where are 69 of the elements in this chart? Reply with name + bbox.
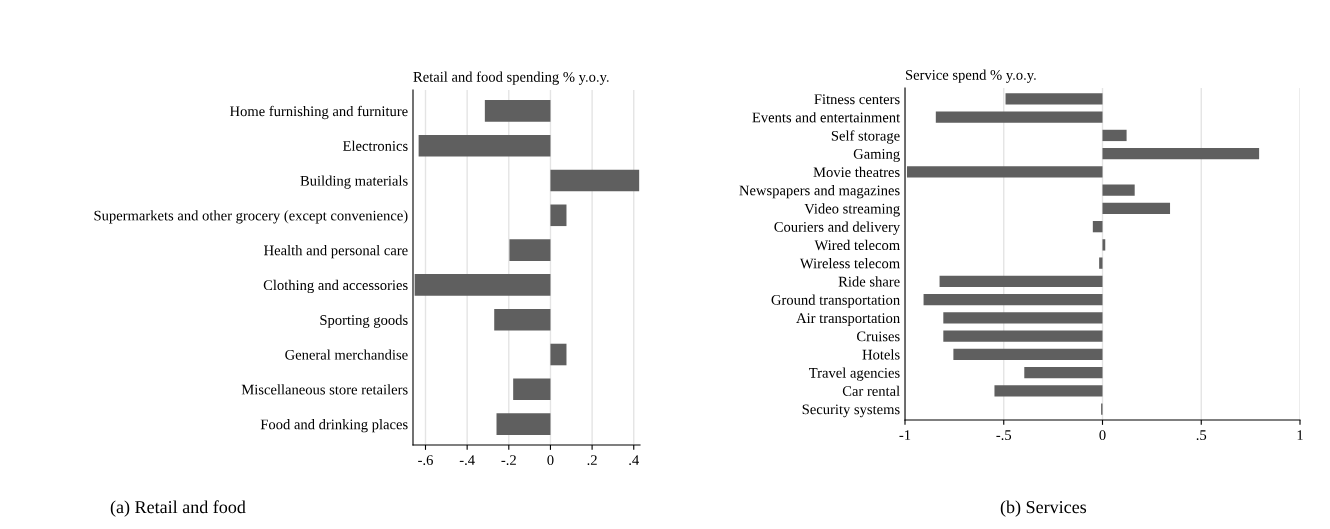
bar xyxy=(513,378,551,401)
bar xyxy=(550,169,640,192)
y-tick-label: Fitness centers xyxy=(814,94,900,105)
y-tick-label: Ride share xyxy=(838,276,900,287)
x-tick-label: -1 xyxy=(899,430,911,440)
y-tick-label: Travel agencies xyxy=(809,367,900,381)
bar xyxy=(1099,257,1103,269)
chart-title: Service spend % y.o.y. xyxy=(905,69,1036,83)
bar xyxy=(1102,129,1127,142)
bar xyxy=(494,308,551,331)
y-tick-label: Events and entertainment xyxy=(752,112,901,123)
bar xyxy=(923,293,1103,306)
x-tick-label: .4 xyxy=(629,455,639,466)
bar xyxy=(550,204,567,227)
y-tick-label: Self storage xyxy=(831,130,900,144)
y-tick-label: Security systems xyxy=(802,404,900,418)
y-tick-label: Clothing and accessories xyxy=(263,279,408,294)
x-tick-label: -.4 xyxy=(459,455,475,466)
bar xyxy=(935,111,1103,123)
y-tick-label: Electronics xyxy=(342,140,408,151)
bar xyxy=(1102,184,1135,196)
x-tick-label: 0 xyxy=(547,455,554,465)
x-tick-label: 0 xyxy=(1099,430,1106,440)
bar xyxy=(939,275,1103,288)
bar xyxy=(953,348,1103,360)
y-tick-label: Couriers and delivery xyxy=(774,221,901,235)
y-tick-label: Video streaming xyxy=(804,203,900,217)
bar xyxy=(943,330,1103,342)
x-tick-label: -.6 xyxy=(418,455,433,466)
bar xyxy=(496,413,551,435)
text: (b) Services xyxy=(1000,500,1087,517)
bar xyxy=(1102,148,1260,160)
y-tick-label: Wired telecom xyxy=(814,239,900,251)
bar xyxy=(994,385,1103,397)
y-tick-label: Home furnishing and furniture xyxy=(229,105,408,120)
x-tick-label: .5 xyxy=(1196,430,1207,441)
text: (a) Retail and food xyxy=(110,500,246,517)
y-tick-label: Sporting goods xyxy=(320,314,408,328)
bar xyxy=(906,166,1103,178)
bar xyxy=(1024,366,1103,379)
y-tick-label: Building materials xyxy=(300,175,408,189)
y-tick-label: Cruises xyxy=(856,331,900,342)
y-tick-label: General merchandise xyxy=(285,349,408,360)
y-tick-label: Health and personal care xyxy=(264,245,408,259)
y-tick-label: Movie theatres xyxy=(813,166,900,178)
bar xyxy=(484,100,551,122)
y-tick-label: Hotels xyxy=(862,349,900,360)
x-tick-label: -.5 xyxy=(996,430,1012,441)
bar xyxy=(1102,202,1171,215)
bar xyxy=(418,134,551,157)
y-tick-label: Miscellaneous store retailers xyxy=(241,384,408,395)
y-tick-label: Ground transportation xyxy=(771,294,900,308)
x-tick-label: 1 xyxy=(1297,430,1303,440)
x-tick-label: .2 xyxy=(587,455,597,466)
bar xyxy=(414,274,551,296)
x-tick-label: -.2 xyxy=(501,455,516,466)
y-tick-label: Food and drinking places xyxy=(260,419,408,433)
bar xyxy=(550,343,567,366)
bar xyxy=(1005,93,1103,105)
y-tick-label: Newspapers and magazines xyxy=(739,185,900,199)
y-tick-label: Gaming xyxy=(853,149,900,162)
chart-title: Retail and food spending % y.o.y. xyxy=(413,71,609,85)
y-tick-label: Wireless telecom xyxy=(799,258,900,269)
y-tick-label: Car rental xyxy=(842,385,900,397)
bar xyxy=(943,312,1103,324)
bar xyxy=(1092,220,1103,233)
bar xyxy=(509,239,551,261)
y-tick-label: Air transportation xyxy=(796,313,900,327)
y-tick-label: Supermarkets and other grocery (except convenience) xyxy=(94,210,408,224)
